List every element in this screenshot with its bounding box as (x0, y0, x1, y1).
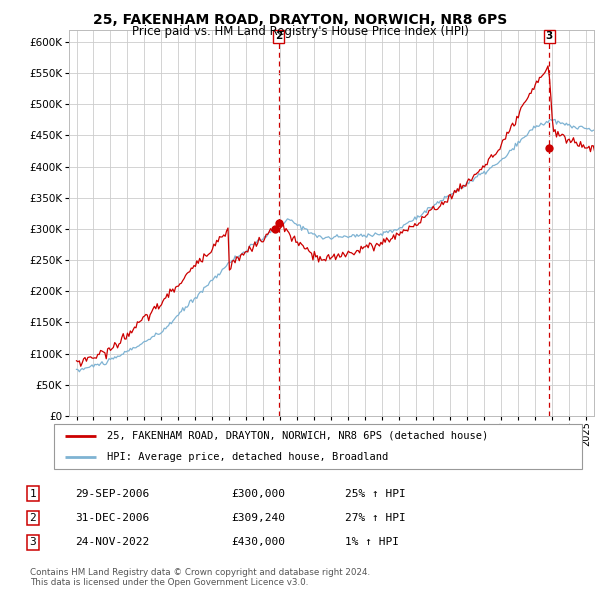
Text: HPI: Average price, detached house, Broadland: HPI: Average price, detached house, Broa… (107, 452, 388, 462)
Text: 25% ↑ HPI: 25% ↑ HPI (345, 489, 406, 499)
Text: 31-DEC-2006: 31-DEC-2006 (75, 513, 149, 523)
Text: 2: 2 (29, 513, 37, 523)
Text: 25, FAKENHAM ROAD, DRAYTON, NORWICH, NR8 6PS: 25, FAKENHAM ROAD, DRAYTON, NORWICH, NR8… (93, 13, 507, 27)
Text: 2: 2 (275, 31, 283, 41)
Text: 27% ↑ HPI: 27% ↑ HPI (345, 513, 406, 523)
Text: Price paid vs. HM Land Registry's House Price Index (HPI): Price paid vs. HM Land Registry's House … (131, 25, 469, 38)
FancyBboxPatch shape (54, 424, 582, 469)
Text: 3: 3 (29, 537, 37, 547)
Text: 25, FAKENHAM ROAD, DRAYTON, NORWICH, NR8 6PS (detached house): 25, FAKENHAM ROAD, DRAYTON, NORWICH, NR8… (107, 431, 488, 441)
Text: This data is licensed under the Open Government Licence v3.0.: This data is licensed under the Open Gov… (30, 578, 308, 588)
Text: 24-NOV-2022: 24-NOV-2022 (75, 537, 149, 547)
Text: 1% ↑ HPI: 1% ↑ HPI (345, 537, 399, 547)
Text: 1: 1 (29, 489, 37, 499)
Text: 29-SEP-2006: 29-SEP-2006 (75, 489, 149, 499)
Text: £309,240: £309,240 (231, 513, 285, 523)
Text: Contains HM Land Registry data © Crown copyright and database right 2024.: Contains HM Land Registry data © Crown c… (30, 568, 370, 577)
Text: £300,000: £300,000 (231, 489, 285, 499)
Text: 3: 3 (546, 31, 553, 41)
Text: £430,000: £430,000 (231, 537, 285, 547)
